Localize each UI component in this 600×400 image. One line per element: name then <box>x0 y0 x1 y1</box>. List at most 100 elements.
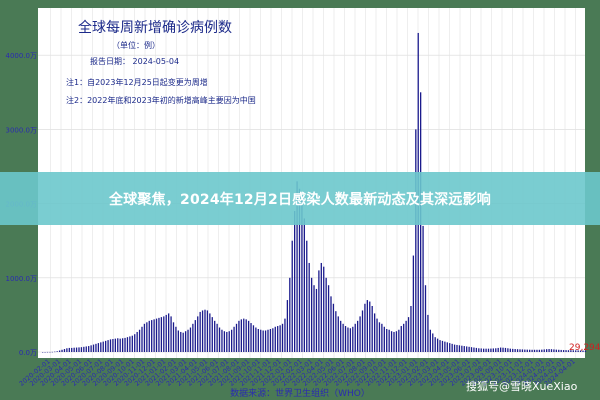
bar <box>424 285 427 352</box>
bar <box>146 322 148 352</box>
bar <box>509 348 511 352</box>
bar <box>235 323 238 352</box>
bar <box>546 349 548 352</box>
bar <box>366 300 368 352</box>
bar <box>206 310 209 352</box>
bar <box>449 343 451 352</box>
bar <box>536 349 538 352</box>
note-1: 注1：自2023年12月25日起变更为周增 <box>66 77 208 87</box>
bar <box>49 351 51 353</box>
bar <box>102 341 104 352</box>
bar <box>490 348 492 352</box>
bar <box>100 342 102 352</box>
bar <box>340 320 342 352</box>
bar <box>267 329 269 352</box>
bar <box>451 343 453 352</box>
bar <box>66 348 68 352</box>
bar <box>51 351 53 353</box>
bar <box>352 326 354 352</box>
bar <box>359 316 361 352</box>
bar <box>298 188 301 352</box>
bar <box>512 348 514 352</box>
bar <box>480 348 482 352</box>
bar <box>361 310 364 352</box>
bar <box>160 317 163 352</box>
bar <box>543 349 545 352</box>
bar <box>446 342 448 352</box>
bar <box>434 337 436 352</box>
bar <box>243 318 245 352</box>
bar <box>514 349 516 352</box>
bar <box>584 350 587 352</box>
bar <box>54 351 56 353</box>
bar <box>439 340 441 352</box>
bar <box>473 347 475 352</box>
last-value-annotation: 29,294 <box>569 343 600 353</box>
bar <box>83 346 85 352</box>
bar <box>335 311 337 352</box>
bar <box>170 316 172 352</box>
bar <box>233 326 235 352</box>
bar <box>274 326 276 352</box>
bar <box>279 325 281 352</box>
bar <box>565 350 567 352</box>
bar <box>194 320 196 352</box>
bar <box>109 339 112 352</box>
bar <box>466 346 468 352</box>
bar <box>303 218 305 352</box>
report-date: 报告日期： 2024-05-04 <box>90 56 179 66</box>
bar <box>58 350 61 352</box>
bar <box>296 181 298 352</box>
bar <box>567 350 570 352</box>
bar <box>354 323 356 352</box>
y-tick-label: 0.0万 <box>19 349 37 357</box>
bar <box>277 326 279 352</box>
bar <box>88 346 90 352</box>
bar <box>211 317 213 352</box>
bar <box>226 331 228 352</box>
bar <box>56 351 58 352</box>
bar <box>390 331 393 352</box>
bar <box>533 349 536 352</box>
bar <box>582 350 584 352</box>
bar <box>131 335 133 352</box>
bar <box>344 326 347 352</box>
bar <box>516 349 519 352</box>
bar <box>383 326 385 352</box>
bar <box>558 349 560 352</box>
bar <box>330 296 332 352</box>
bar <box>357 320 359 352</box>
bar <box>502 347 504 352</box>
bar <box>388 329 390 352</box>
bar <box>364 303 366 352</box>
bar <box>165 314 167 352</box>
bar <box>223 331 226 352</box>
bar <box>117 338 119 352</box>
bar <box>148 320 150 352</box>
y-tick-label: 4000.0万 <box>6 52 38 60</box>
bar <box>289 277 291 352</box>
bar <box>497 347 499 352</box>
bar <box>240 319 242 352</box>
bar <box>519 349 521 352</box>
bar <box>400 326 402 352</box>
bar <box>97 343 100 352</box>
bar <box>347 327 349 352</box>
bar <box>201 310 204 352</box>
bar <box>504 347 507 352</box>
bar <box>112 339 114 352</box>
bar <box>441 340 444 352</box>
headline-banner: 全球聚焦，2024年12月2日感染人数最新动态及其深远影响 <box>0 172 600 225</box>
bar <box>221 329 223 352</box>
bar <box>177 330 179 352</box>
bar <box>483 348 485 352</box>
bar <box>272 328 274 352</box>
bar <box>153 319 155 352</box>
bar <box>332 303 335 352</box>
bar <box>218 327 221 352</box>
bar <box>245 319 247 352</box>
bar <box>315 288 318 352</box>
bar <box>143 323 146 352</box>
bar <box>521 349 524 352</box>
y-tick-label: 3000.0万 <box>6 126 38 134</box>
